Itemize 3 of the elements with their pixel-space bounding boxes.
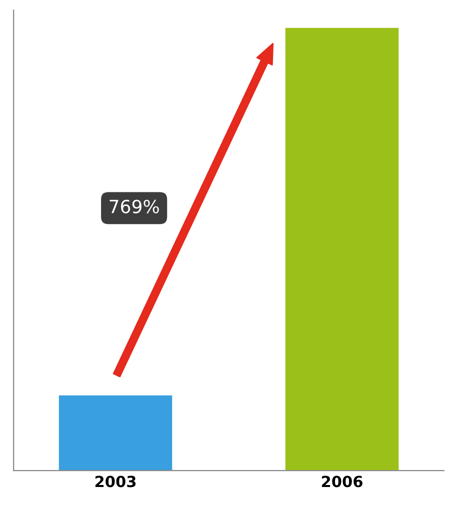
- x-tick-label: 2003: [95, 476, 136, 488]
- x-tick-label: 2006: [322, 476, 362, 488]
- annotation: 769%: [110, 200, 159, 214]
